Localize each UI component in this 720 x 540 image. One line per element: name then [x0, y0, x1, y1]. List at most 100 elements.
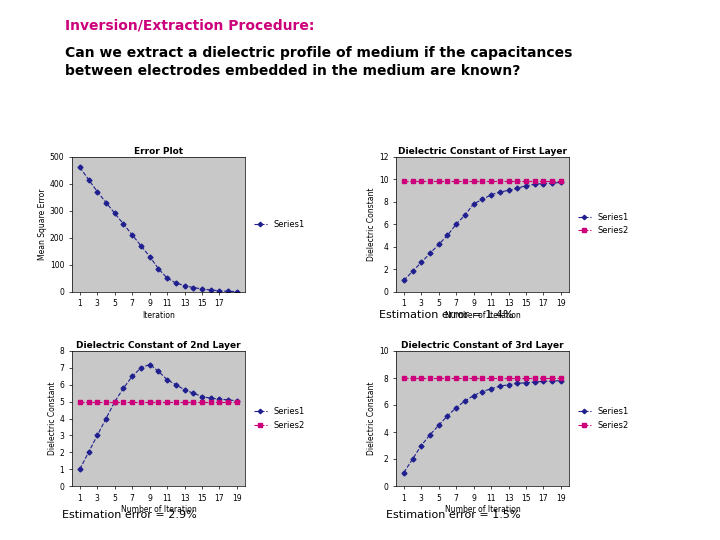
Series1 [400, 469, 408, 476]
Series1 [120, 385, 128, 392]
Series2 [180, 399, 189, 405]
Series1 [163, 275, 171, 281]
X-axis label: Number of Iteration: Number of Iteration [444, 311, 521, 320]
Series2 [539, 178, 548, 185]
Series1 [84, 176, 93, 183]
Series1 [548, 180, 557, 186]
Series1 [408, 268, 417, 274]
Series2 [224, 399, 233, 405]
Series1 [452, 221, 461, 227]
Legend: Series1, Series2: Series1, Series2 [254, 407, 305, 430]
Series1 [224, 288, 233, 295]
Series2 [120, 399, 128, 405]
Line: Series2: Series2 [78, 400, 239, 403]
Series1 [93, 432, 102, 438]
Series2 [504, 375, 513, 381]
Series2 [487, 375, 495, 381]
Series1 [469, 201, 478, 207]
Series1 [461, 397, 469, 404]
Legend: Series1, Series2: Series1, Series2 [578, 407, 629, 430]
Series2 [171, 399, 180, 405]
Series1 [171, 280, 180, 286]
Series1 [444, 413, 452, 419]
Series1 [102, 415, 110, 422]
Legend: Series1: Series1 [254, 220, 305, 228]
Series1 [189, 390, 197, 396]
Series2 [233, 399, 241, 405]
Series2 [513, 375, 521, 381]
Series1 [444, 232, 452, 239]
Series1 [408, 456, 417, 462]
Series1 [557, 377, 565, 384]
X-axis label: Number of Iteration: Number of Iteration [444, 505, 521, 515]
Title: Dielectric Constant of First Layer: Dielectric Constant of First Layer [398, 147, 567, 156]
Series1 [539, 378, 548, 384]
Line: Series1: Series1 [78, 166, 239, 293]
Series1 [145, 253, 154, 260]
Series2 [487, 178, 495, 185]
Series2 [189, 399, 197, 405]
Series2 [478, 178, 487, 185]
Series1 [452, 404, 461, 411]
Series1 [504, 381, 513, 388]
Series1 [461, 212, 469, 218]
Series1 [557, 179, 565, 186]
Series1 [400, 277, 408, 284]
Series2 [417, 375, 426, 381]
Series2 [504, 178, 513, 185]
Series1 [495, 189, 504, 195]
Series1 [513, 380, 521, 387]
Series1 [189, 284, 197, 291]
Series1 [539, 180, 548, 187]
Series1 [198, 286, 207, 292]
Series1 [128, 373, 137, 380]
Series2 [93, 399, 102, 405]
Series1 [180, 282, 189, 289]
Series2 [145, 399, 154, 405]
Title: Dielectric Constant of 3rd Layer: Dielectric Constant of 3rd Layer [401, 341, 564, 350]
Series1 [426, 250, 434, 256]
Series2 [522, 178, 531, 185]
Series2 [207, 399, 215, 405]
Series2 [102, 399, 110, 405]
Series1 [93, 188, 102, 195]
X-axis label: Iteration: Iteration [142, 311, 175, 320]
Series2 [154, 399, 163, 405]
Series1 [487, 386, 495, 392]
Series1 [504, 187, 513, 194]
Series1 [137, 364, 145, 371]
Y-axis label: Dielectric Constant: Dielectric Constant [48, 382, 57, 455]
Series2 [408, 375, 417, 381]
Series2 [469, 178, 478, 185]
Series1 [110, 399, 119, 405]
Series2 [137, 399, 145, 405]
Line: Series2: Series2 [402, 376, 563, 380]
Y-axis label: Mean Square Error: Mean Square Error [38, 188, 47, 260]
Series1 [163, 376, 171, 383]
Series1 [522, 183, 531, 189]
Series2 [495, 178, 504, 185]
Series1 [426, 431, 434, 438]
Series1 [180, 387, 189, 393]
Series2 [408, 178, 417, 185]
Series2 [531, 375, 539, 381]
Series2 [434, 178, 443, 185]
Series2 [539, 375, 548, 381]
Series1 [233, 288, 241, 295]
Series1 [522, 380, 531, 386]
Text: Can we extract a dielectric profile of medium if the capacitances
between electr: Can we extract a dielectric profile of m… [65, 46, 572, 78]
Series2 [452, 178, 461, 185]
Series2 [434, 375, 443, 381]
Series1 [145, 361, 154, 368]
Series1 [154, 265, 163, 272]
Series1 [495, 383, 504, 389]
Series2 [495, 375, 504, 381]
Series1 [469, 392, 478, 399]
Text: Estimation error = 1.4%: Estimation error = 1.4% [379, 310, 513, 321]
Text: Inversion/Extraction Procedure:: Inversion/Extraction Procedure: [65, 19, 314, 33]
Series1 [531, 379, 539, 386]
Text: Estimation error = 2.9%: Estimation error = 2.9% [62, 510, 197, 521]
Series1 [120, 221, 128, 227]
Series1 [110, 210, 119, 217]
Series2 [548, 178, 557, 185]
